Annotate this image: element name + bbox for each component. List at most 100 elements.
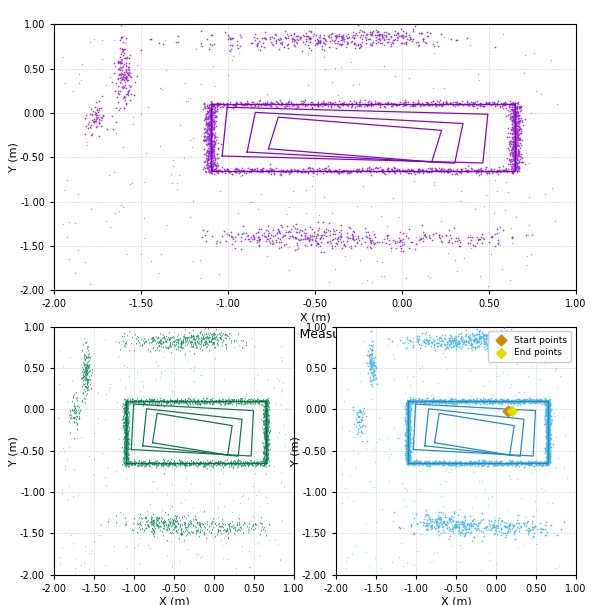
Point	[202, 122, 212, 132]
Point	[453, 396, 463, 405]
Point	[205, 134, 214, 143]
Point	[121, 395, 131, 405]
Point	[82, 373, 91, 383]
Point	[203, 126, 212, 136]
Point	[208, 123, 217, 132]
Point	[402, 427, 412, 437]
Point	[355, 406, 365, 416]
Point	[151, 358, 161, 367]
Point	[518, 458, 527, 468]
Point	[347, 100, 357, 110]
Point	[320, 247, 329, 257]
Point	[508, 134, 518, 143]
Point	[123, 88, 133, 97]
Point	[261, 405, 271, 415]
Point	[397, 24, 406, 34]
Point	[92, 104, 102, 114]
Point	[479, 339, 489, 349]
Point	[507, 119, 517, 128]
Point	[154, 512, 164, 522]
Point	[499, 459, 508, 468]
Point	[385, 476, 394, 486]
Point	[510, 396, 520, 405]
Point	[545, 430, 554, 439]
Point	[361, 223, 370, 232]
Point	[400, 441, 410, 451]
Point	[290, 36, 299, 45]
Point	[203, 113, 212, 123]
Point	[514, 116, 524, 126]
Point	[483, 459, 493, 468]
Point	[160, 465, 170, 474]
Point	[368, 374, 377, 384]
Point	[386, 31, 396, 41]
Point	[203, 103, 213, 113]
Point	[332, 31, 341, 41]
Point	[194, 399, 204, 409]
Point	[122, 414, 132, 424]
Point	[349, 38, 359, 48]
Point	[418, 517, 428, 527]
Point	[196, 396, 205, 405]
Point	[448, 338, 458, 348]
Point	[542, 411, 552, 420]
Point	[334, 227, 343, 237]
Point	[97, 54, 107, 64]
Point	[255, 234, 265, 244]
Point	[543, 448, 553, 457]
Point	[262, 456, 271, 466]
Point	[321, 224, 331, 234]
Point	[458, 337, 468, 347]
Point	[528, 511, 538, 520]
Point	[134, 455, 144, 465]
Point	[191, 528, 200, 538]
Point	[260, 433, 270, 442]
Point	[495, 459, 505, 468]
Point	[355, 368, 364, 378]
Point	[456, 186, 466, 195]
Point	[363, 227, 373, 237]
Point	[218, 397, 227, 407]
Point	[77, 345, 86, 355]
Point	[406, 404, 416, 414]
Point	[456, 166, 466, 175]
Point	[187, 456, 196, 466]
Point	[112, 397, 122, 407]
Point	[327, 241, 337, 251]
Point	[416, 397, 426, 407]
Point	[402, 423, 412, 433]
Point	[117, 44, 127, 54]
Point	[461, 397, 471, 407]
Point	[460, 398, 470, 408]
Point	[262, 408, 272, 417]
Point	[512, 155, 521, 165]
Point	[404, 431, 414, 441]
Point	[479, 459, 489, 468]
Point	[62, 455, 71, 465]
Point	[286, 224, 296, 234]
Point	[119, 454, 128, 464]
Point	[539, 338, 549, 348]
Point	[496, 336, 506, 346]
Point	[253, 41, 262, 51]
Point	[244, 397, 253, 407]
Point	[368, 164, 377, 174]
Point	[261, 406, 271, 416]
Point	[249, 32, 259, 42]
Point	[469, 102, 479, 111]
Point	[76, 334, 86, 344]
Point	[164, 333, 173, 342]
Point	[402, 450, 412, 460]
Point	[496, 397, 506, 407]
Point	[281, 33, 291, 43]
Point	[208, 122, 217, 131]
Point	[202, 163, 212, 172]
Point	[211, 324, 220, 334]
Point	[125, 395, 135, 405]
Point	[384, 34, 394, 44]
Point	[261, 425, 271, 435]
Point	[229, 396, 239, 406]
Point	[512, 151, 521, 160]
Point	[206, 144, 215, 154]
Point	[213, 526, 223, 535]
